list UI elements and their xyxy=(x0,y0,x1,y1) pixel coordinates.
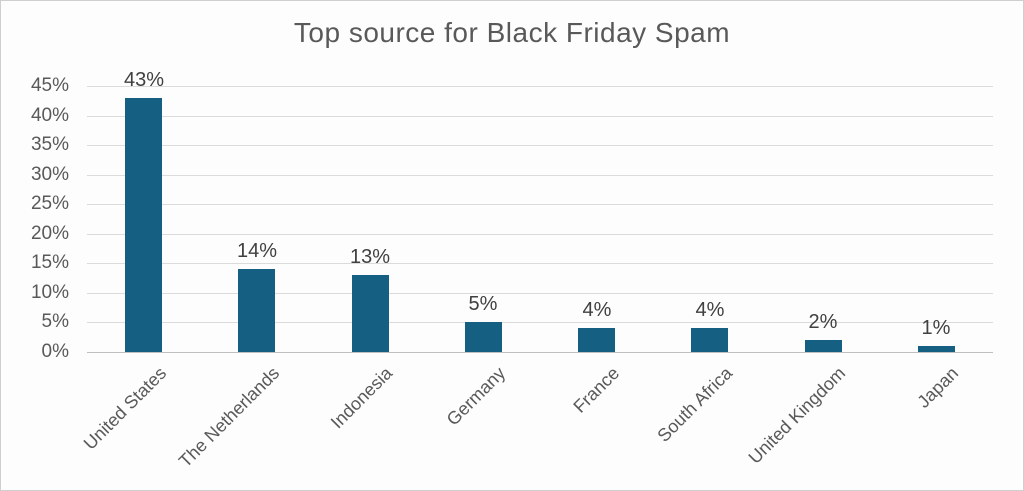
bar-south-africa xyxy=(691,328,728,352)
y-tick-label: 5% xyxy=(41,311,69,332)
y-tick-label: 30% xyxy=(30,164,69,185)
y-tick-label: 40% xyxy=(30,105,69,126)
x-axis-label: Germany xyxy=(442,363,510,430)
y-tick-label: 15% xyxy=(30,252,69,273)
y-tick-label: 0% xyxy=(41,341,69,362)
bar-united-kingdom xyxy=(805,340,842,352)
data-label: 13% xyxy=(349,246,391,268)
data-label: 14% xyxy=(236,240,278,262)
y-tick-label: 10% xyxy=(30,282,69,303)
y-tick-label: 45% xyxy=(30,75,69,96)
data-label: 2% xyxy=(808,311,838,333)
bar-japan xyxy=(918,346,955,352)
data-label: 4% xyxy=(582,299,612,321)
data-label: 5% xyxy=(468,293,498,315)
chart-title: Top source for Black Friday Spam xyxy=(293,17,731,48)
bar-indonesia xyxy=(352,275,389,352)
gridline xyxy=(87,322,993,323)
gridline xyxy=(87,86,993,87)
gridline xyxy=(87,145,993,146)
x-axis-label: United States xyxy=(79,363,171,454)
x-axis-label: Indonesia xyxy=(326,363,397,433)
y-tick-label: 25% xyxy=(30,193,69,214)
bar-united-states xyxy=(125,98,162,352)
gridline xyxy=(87,263,993,264)
x-axis-label: Japan xyxy=(913,363,963,412)
gridline xyxy=(87,293,993,294)
gridline xyxy=(87,204,993,205)
gridline xyxy=(87,116,993,117)
x-axis-line xyxy=(87,352,993,353)
bar-the-netherlands xyxy=(238,269,275,352)
y-tick-label: 20% xyxy=(30,223,69,244)
bar-france xyxy=(578,328,615,352)
x-axis-label: United Kingdom xyxy=(744,363,850,468)
gridline xyxy=(87,175,993,176)
x-axis-label: South Africa xyxy=(653,363,737,446)
x-axis-label: France xyxy=(569,363,624,417)
data-label: 43% xyxy=(123,69,165,91)
gridline xyxy=(87,234,993,235)
y-tick-label: 35% xyxy=(30,134,69,155)
data-label: 4% xyxy=(695,299,725,321)
data-label: 1% xyxy=(921,317,951,339)
bar-germany xyxy=(465,322,502,352)
x-axis-label: The Netherlands xyxy=(174,363,284,472)
